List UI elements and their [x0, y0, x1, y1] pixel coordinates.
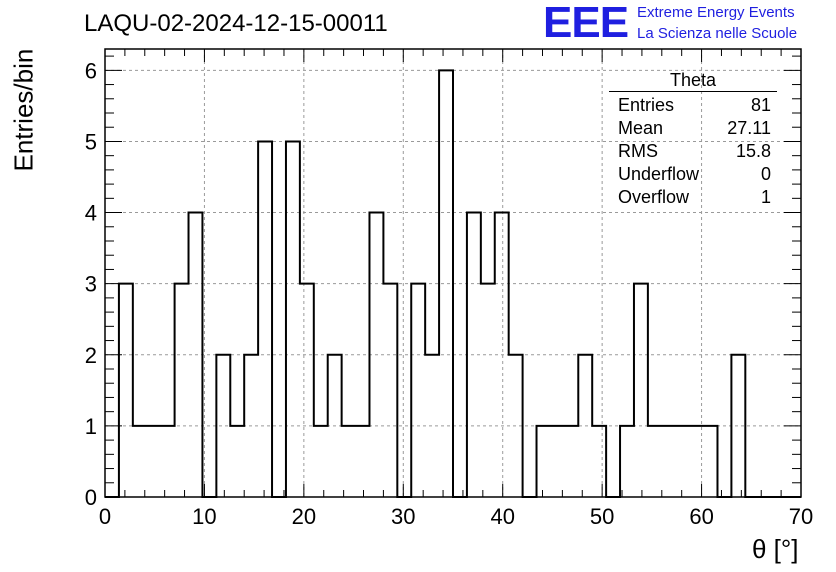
- x-axis-label: θ [°]: [752, 534, 799, 564]
- histogram-bin: [161, 426, 175, 497]
- stats-label: Entries: [618, 95, 675, 115]
- histogram-bin: [230, 426, 244, 497]
- stats-label: RMS: [618, 141, 658, 161]
- histogram-bin: [411, 284, 425, 497]
- histogram-bin: [676, 426, 690, 497]
- stats-value: 0: [760, 164, 771, 184]
- stats-row-entries: Entries 81: [609, 94, 777, 117]
- stats-value: 15.8: [735, 141, 771, 161]
- histogram-outline: [105, 69, 801, 498]
- histogram-bin: [175, 284, 189, 497]
- histogram-bin: [648, 426, 662, 497]
- stats-row-rms: RMS 15.8: [609, 140, 777, 163]
- histogram-bin: [342, 426, 356, 497]
- histogram-bin: [704, 426, 718, 497]
- histogram-bin: [383, 284, 397, 497]
- histogram-bin: [286, 141, 300, 497]
- y-tick-label: 0: [85, 485, 97, 510]
- stats-value: 81: [750, 95, 771, 115]
- x-tick-label: 70: [789, 504, 813, 529]
- histogram-bin: [216, 355, 230, 497]
- stats-row-underflow: Underflow 0: [609, 163, 777, 186]
- stats-title: Theta: [609, 70, 777, 92]
- stats-label: Overflow: [618, 187, 690, 207]
- histogram-bin: [537, 426, 551, 497]
- histogram-bin: [620, 426, 634, 497]
- stats-label: Underflow: [618, 164, 700, 184]
- x-tick-label: 0: [99, 504, 111, 529]
- histogram-bin: [662, 426, 676, 497]
- stats-box: Theta Entries 81 Mean 27.11 RMS 15.8 Und…: [609, 70, 777, 209]
- x-tick-label: 20: [292, 504, 316, 529]
- y-tick-label: 2: [85, 343, 97, 368]
- histogram-bin: [119, 284, 133, 497]
- logo-line-1: Extreme Energy Events: [637, 4, 795, 21]
- histogram-bin: [634, 284, 648, 497]
- stats-value: 27.11: [727, 118, 771, 138]
- y-tick-label: 6: [85, 58, 97, 83]
- histogram-bin: [314, 426, 328, 497]
- histogram-bin: [133, 426, 147, 497]
- y-tick-label: 4: [85, 201, 97, 226]
- logo-line-2: La Scienza nelle Scuole: [637, 25, 798, 42]
- y-tick-label: 3: [85, 272, 97, 297]
- x-tick-label: 40: [490, 504, 514, 529]
- histogram-bin: [300, 284, 314, 497]
- x-tick-label: 60: [689, 504, 713, 529]
- x-tick-label: 50: [590, 504, 614, 529]
- x-tick-label: 30: [391, 504, 415, 529]
- x-tick-label: 10: [192, 504, 216, 529]
- histogram-bin: [147, 426, 161, 497]
- histogram-bin: [481, 284, 495, 497]
- stats-row-overflow: Overflow 1: [609, 186, 777, 209]
- chart-title: LAQU-02-2024-12-15-00011: [84, 10, 388, 37]
- histogram-bin: [550, 426, 564, 497]
- stats-label: Mean: [618, 118, 664, 138]
- y-tick-label: 1: [85, 414, 97, 439]
- stats-row-mean: Mean 27.11: [609, 117, 777, 140]
- eee-logo: EEE: [543, 0, 629, 47]
- histogram-bin: [564, 426, 578, 497]
- stats-value: 1: [760, 187, 771, 207]
- histogram-bin: [258, 141, 272, 497]
- histogram-bin: [356, 426, 370, 497]
- y-tick-label: 5: [85, 129, 97, 154]
- histogram-bin: [592, 426, 606, 497]
